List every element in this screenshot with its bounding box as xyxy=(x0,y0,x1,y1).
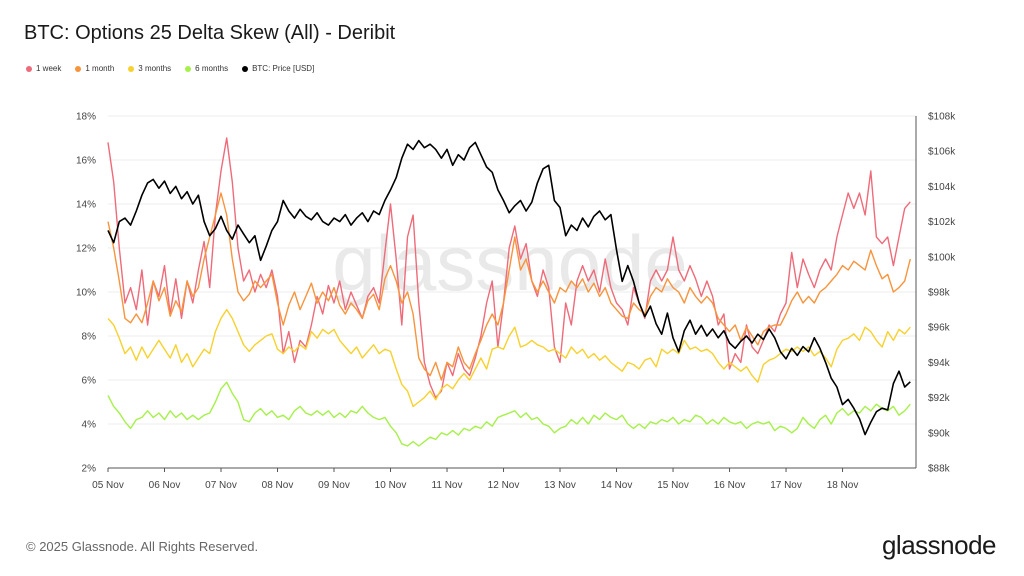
y-left-tick-label: 6% xyxy=(82,376,97,387)
y-left-tick-label: 18% xyxy=(76,112,96,123)
y-right-tick-label: $90k xyxy=(928,428,951,439)
series-group xyxy=(107,137,911,447)
y-right-tick-label: $98k xyxy=(928,288,951,299)
legend-item-6-months[interactable]: 6 months xyxy=(185,64,228,73)
legend-marker xyxy=(26,65,32,72)
legend-label: 1 week xyxy=(36,64,62,73)
y-right-tick-label: $100k xyxy=(928,252,956,263)
legend-label: BTC: Price [USD] xyxy=(252,64,315,73)
x-tick-label: 15 Nov xyxy=(657,480,689,491)
x-tick-label: 07 Nov xyxy=(205,480,237,491)
axes: 2% 4% 6% 8% 10% 12% 14% 16% 18% $88k $90k $92k $94k $… xyxy=(76,112,956,492)
y-right-tick-label: $104k xyxy=(928,182,956,193)
y-left-tick-label: 12% xyxy=(76,244,96,255)
y-right-tick-label: $96k xyxy=(928,323,951,334)
legend-marker xyxy=(242,65,249,72)
x-tick-label: 13 Nov xyxy=(544,480,576,491)
x-tick-label: 06 Nov xyxy=(149,480,181,491)
y-left-tick-label: 14% xyxy=(76,200,96,211)
y-right-tick-label: $108k xyxy=(928,112,956,123)
x-tick-label: 05 Nov xyxy=(92,480,124,491)
x-tick-label: 14 Nov xyxy=(601,480,633,491)
x-tick-label: 18 Nov xyxy=(827,480,859,491)
legend-item-1-month[interactable]: 1 month xyxy=(75,64,114,73)
y-right-tick-label: $92k xyxy=(928,393,951,404)
legend-marker xyxy=(128,65,135,72)
y-left-tick-label: 4% xyxy=(82,420,97,431)
x-tick-label: 16 Nov xyxy=(714,480,746,491)
series-line-3-months xyxy=(107,308,911,408)
legend-label: 6 months xyxy=(195,64,229,73)
series-line-1-week xyxy=(107,137,911,399)
y-left-tick-label: 2% xyxy=(82,464,97,475)
x-tick-label: 12 Nov xyxy=(488,480,520,491)
y-left-tick-label: 16% xyxy=(76,156,96,167)
x-tick-label: 17 Nov xyxy=(770,480,802,491)
legend-item-btc-price[interactable]: BTC: Price [USD] xyxy=(242,64,314,73)
legend-marker xyxy=(75,65,82,72)
series-line-6-months xyxy=(107,381,911,447)
legend-marker xyxy=(185,65,192,72)
x-tick-label: 11 Nov xyxy=(432,480,463,491)
legend-item-1-week[interactable]: 1 week xyxy=(26,64,61,73)
x-tick-label: 08 Nov xyxy=(262,480,294,491)
grid-lines xyxy=(108,115,916,469)
chart-legend: 1 week 1 month 3 months 6 months BTC: Pr… xyxy=(26,64,314,73)
glassnode-logo[interactable]: glassnode xyxy=(881,530,997,560)
y-right-tick-label: $88k xyxy=(928,464,951,475)
copyright-text: © 2025 Glassnode. All Rights Reserved. xyxy=(26,539,259,554)
series-line-btc-price-usd xyxy=(107,139,911,436)
x-tick-label: 10 Nov xyxy=(375,480,407,491)
y-right-tick-label: $106k xyxy=(928,147,956,158)
legend-label: 3 months xyxy=(138,64,172,73)
legend-item-3-months[interactable]: 3 months xyxy=(128,64,171,73)
chart-title: BTC: Options 25 Delta Skew (All) - Derib… xyxy=(24,22,396,44)
series-line-1-month xyxy=(107,192,911,381)
legend-label: 1 month xyxy=(85,64,115,73)
y-left-tick-label: 8% xyxy=(82,332,97,343)
y-left-tick-label: 10% xyxy=(76,288,96,299)
x-tick-label: 09 Nov xyxy=(318,480,350,491)
y-right-tick-label: $94k xyxy=(928,358,951,369)
y-right-tick-label: $102k xyxy=(928,217,956,228)
